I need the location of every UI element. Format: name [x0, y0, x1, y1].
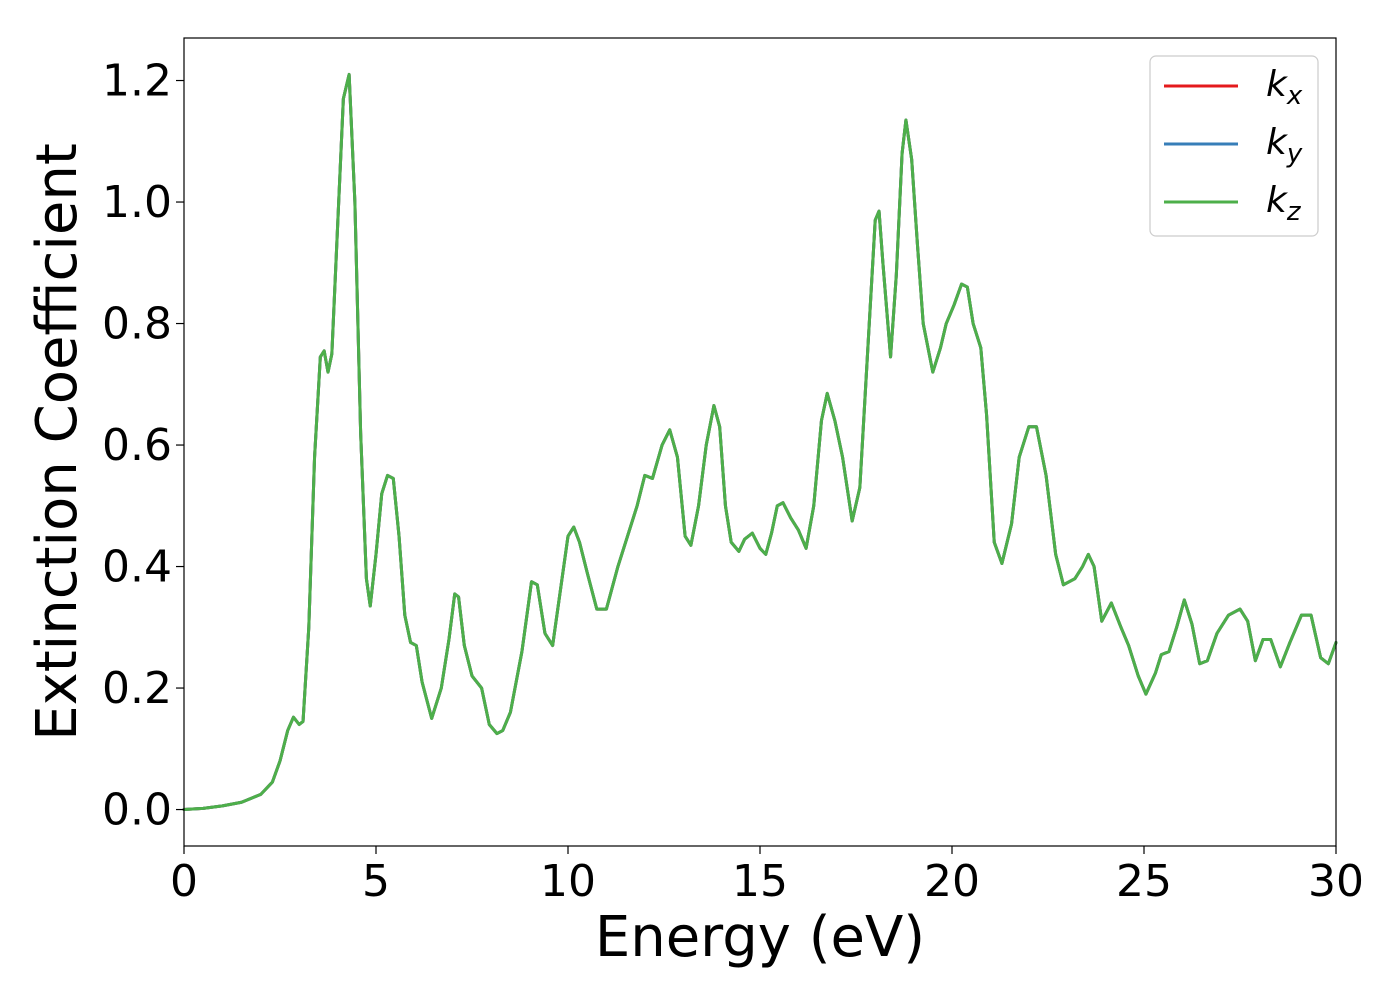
series-layer: [182, 72, 1338, 812]
x-tick-label: 5: [362, 856, 390, 907]
y-tick-label: 0.6: [102, 420, 172, 471]
x-axis-title: Energy (eV): [595, 905, 925, 970]
y-tick-label: 0.2: [102, 663, 172, 714]
x-tick-label: 10: [540, 856, 596, 907]
y-tick-label: 0.0: [102, 785, 172, 836]
y-tick-label: 0.8: [102, 299, 172, 350]
y-axis-title: Extinction Coefficient: [25, 143, 90, 741]
y-tick-label: 0.4: [102, 542, 172, 593]
legend-label-x: kx: [1266, 64, 1303, 111]
x-tick-label: 20: [924, 856, 980, 907]
legend-entries: kx ky kz: [1164, 64, 1303, 227]
legend-label-y: ky: [1266, 122, 1303, 169]
legend-box: [1149, 55, 1319, 237]
y-tick-label: 1.0: [102, 177, 172, 228]
y-tick-label: 1.2: [102, 56, 172, 107]
x-tick-label: 15: [732, 856, 788, 907]
x-tick-label: 30: [1308, 856, 1364, 907]
x-axis: 0 5 10 15 20 25 30: [170, 846, 1364, 907]
legend: kx ky kz: [1149, 55, 1319, 237]
y-axis: 0.0 0.2 0.4 0.6 0.8 1.0 1.2: [102, 56, 184, 836]
x-tick-label: 25: [1116, 856, 1172, 907]
legend-label-z: kz: [1266, 180, 1302, 227]
x-tick-label: 0: [170, 856, 198, 907]
series-line-z: [182, 72, 1338, 812]
